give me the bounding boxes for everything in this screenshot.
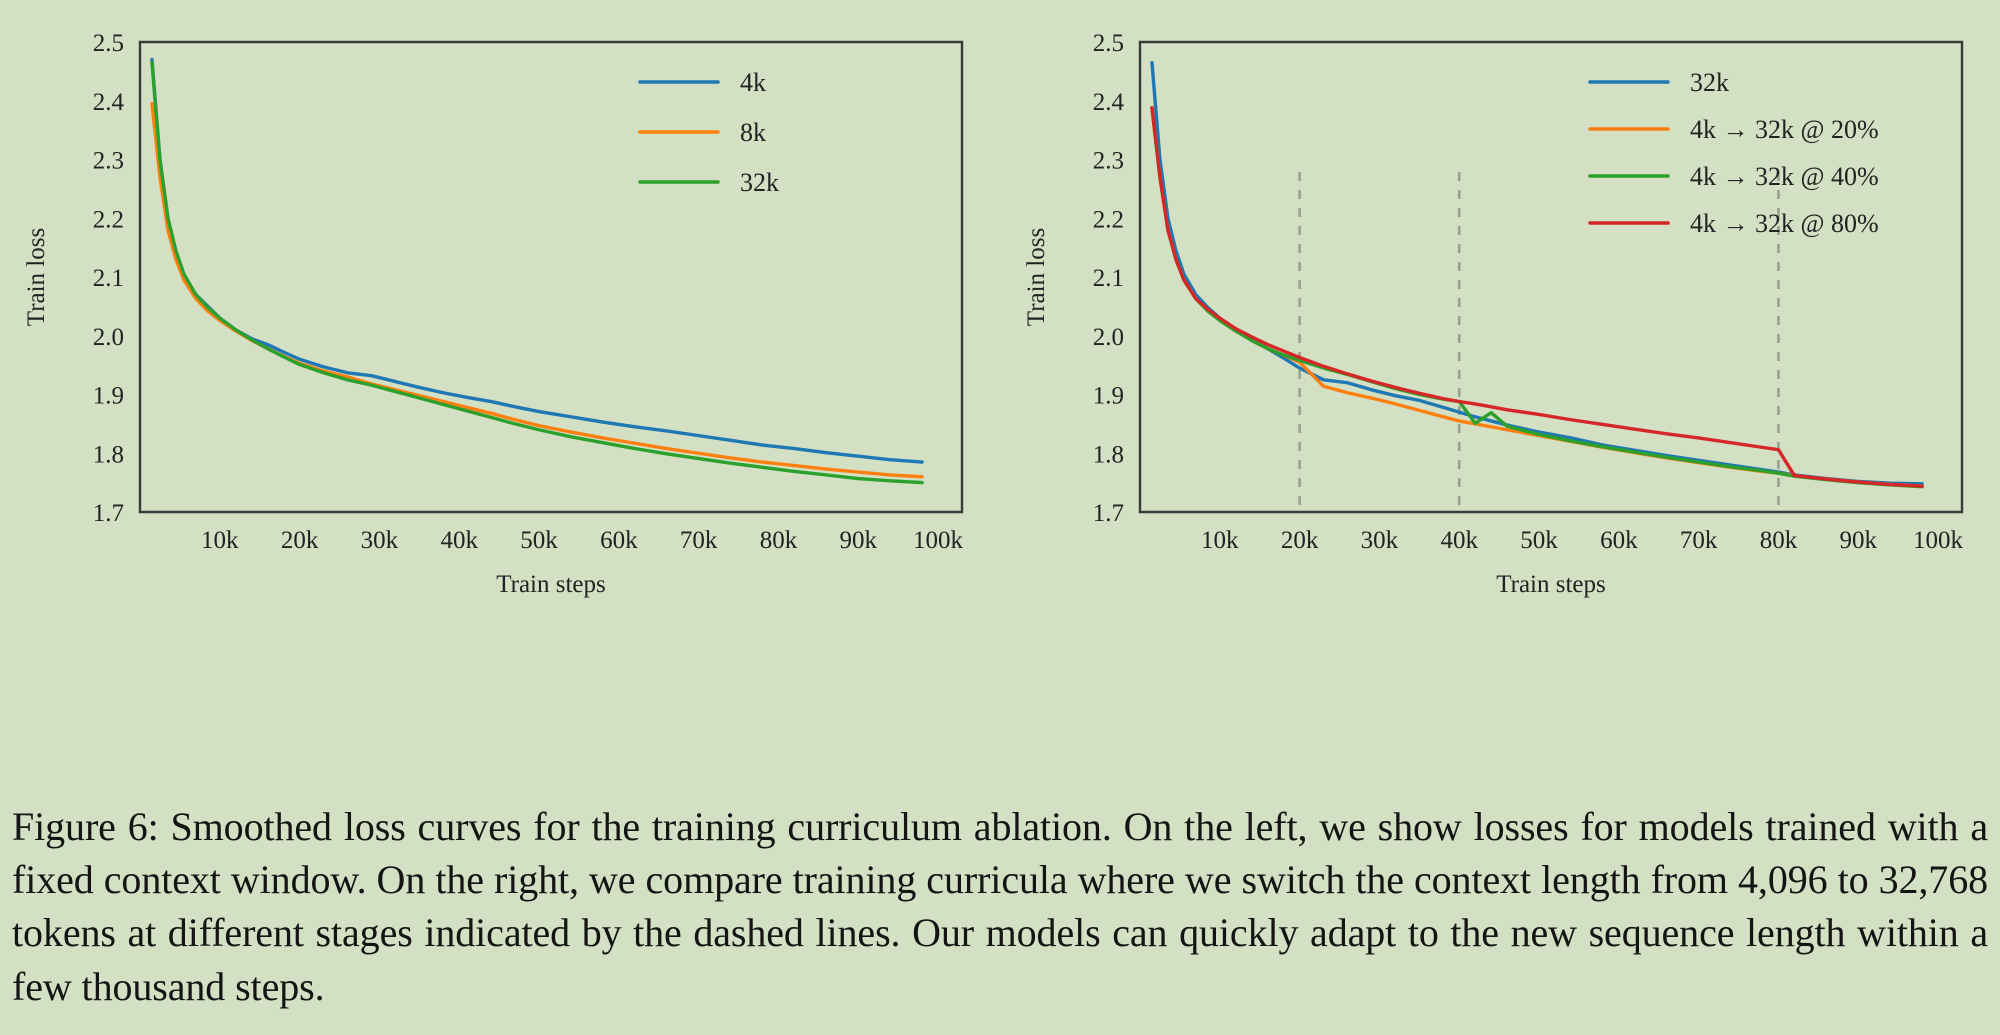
right-chart-svg: 1.7 1.8 1.9 2.0 2.1 2.2 2.3 2.4 2.5 10k 20k 30k 40k 5… (1023, 30, 1964, 598)
x-tick-label: 10k (201, 527, 239, 554)
y-tick-label: 2.2 (93, 206, 124, 233)
y-tick-label: 2.1 (1093, 265, 1124, 292)
y-tick-label: 1.9 (93, 383, 124, 410)
figure-caption: Figure 6: Smoothed loss curves for the t… (12, 800, 1988, 1013)
legend-label-0: 32k (1690, 68, 1729, 97)
x-tick-label: 20k (281, 527, 319, 554)
chart-left-fixed-context: 1.7 1.8 1.9 2.0 2.1 2.2 2.3 2.4 2.5 10k 20k 30k 40k 5… (0, 0, 1000, 600)
legend-label-2: 32k (740, 168, 779, 197)
x-tick-label: 40k (1440, 527, 1478, 554)
x-tick-label: 90k (1840, 527, 1878, 554)
y-tick-label: 2.0 (1093, 324, 1124, 351)
series-line-2 (150, 60, 924, 485)
plot-frame (1138, 40, 1964, 514)
x-tick-label: 100k (913, 527, 964, 554)
y-tick-label: 2.5 (1093, 30, 1124, 57)
series-line-3 (1150, 106, 1924, 488)
y-axis-title: Train loss (23, 228, 50, 326)
series-line-0 (150, 57, 924, 464)
y-tick-label: 1.8 (1093, 441, 1124, 468)
x-tick-label: 30k (1361, 527, 1399, 554)
plot-frame (138, 40, 964, 514)
y-axis-title: Train loss (1023, 228, 1050, 326)
chart-right-curriculum: 1.7 1.8 1.9 2.0 2.1 2.2 2.3 2.4 2.5 10k 20k 30k 40k 5… (1000, 0, 2000, 600)
legend-label-1: 8k (740, 118, 766, 147)
x-tick-label: 40k (440, 527, 478, 554)
figure-caption-text: Figure 6: Smoothed loss curves for the t… (12, 804, 1988, 1009)
x-tick-label: 90k (840, 527, 878, 554)
x-axis-title: Train steps (1496, 571, 1606, 598)
x-tick-label: 80k (760, 527, 798, 554)
x-tick-label: 30k (361, 527, 399, 554)
legend-label-3: 4k → 32k @ 80% (1690, 209, 1879, 238)
y-tick-label: 2.1 (93, 265, 124, 292)
x-tick-label: 70k (680, 527, 718, 554)
x-tick-label: 70k (1680, 527, 1718, 554)
legend-label-2: 4k → 32k @ 40% (1690, 162, 1879, 191)
x-tick-label: 50k (1520, 527, 1558, 554)
y-tick-label: 2.4 (1093, 89, 1125, 116)
y-tick-label: 1.7 (1093, 500, 1124, 527)
y-tick-label: 2.3 (1093, 148, 1124, 175)
series-line-1 (150, 101, 924, 479)
y-tick-label: 2.3 (93, 148, 124, 175)
x-tick-label: 100k (1913, 527, 1964, 554)
y-tick-label: 2.5 (93, 30, 124, 57)
figure-charts-row: 1.7 1.8 1.9 2.0 2.1 2.2 2.3 2.4 2.5 10k 20k 30k 40k 5… (0, 0, 2000, 600)
y-tick-label: 2.4 (93, 89, 125, 116)
x-tick-label: 60k (1600, 527, 1638, 554)
x-tick-label: 50k (520, 527, 558, 554)
x-axis-title: Train steps (496, 571, 606, 598)
y-tick-label: 1.9 (1093, 383, 1124, 410)
x-tick-label: 80k (1760, 527, 1798, 554)
y-tick-label: 1.7 (93, 500, 124, 527)
y-tick-label: 2.0 (93, 324, 124, 351)
y-tick-label: 1.8 (93, 441, 124, 468)
left-chart-svg: 1.7 1.8 1.9 2.0 2.1 2.2 2.3 2.4 2.5 10k 20k 30k 40k 5… (23, 30, 964, 598)
x-tick-label: 20k (1281, 527, 1319, 554)
x-tick-label: 10k (1201, 527, 1239, 554)
legend-label-0: 4k (740, 68, 766, 97)
legend-label-1: 4k → 32k @ 20% (1690, 115, 1879, 144)
y-tick-label: 2.2 (1093, 206, 1124, 233)
x-tick-label: 60k (600, 527, 638, 554)
